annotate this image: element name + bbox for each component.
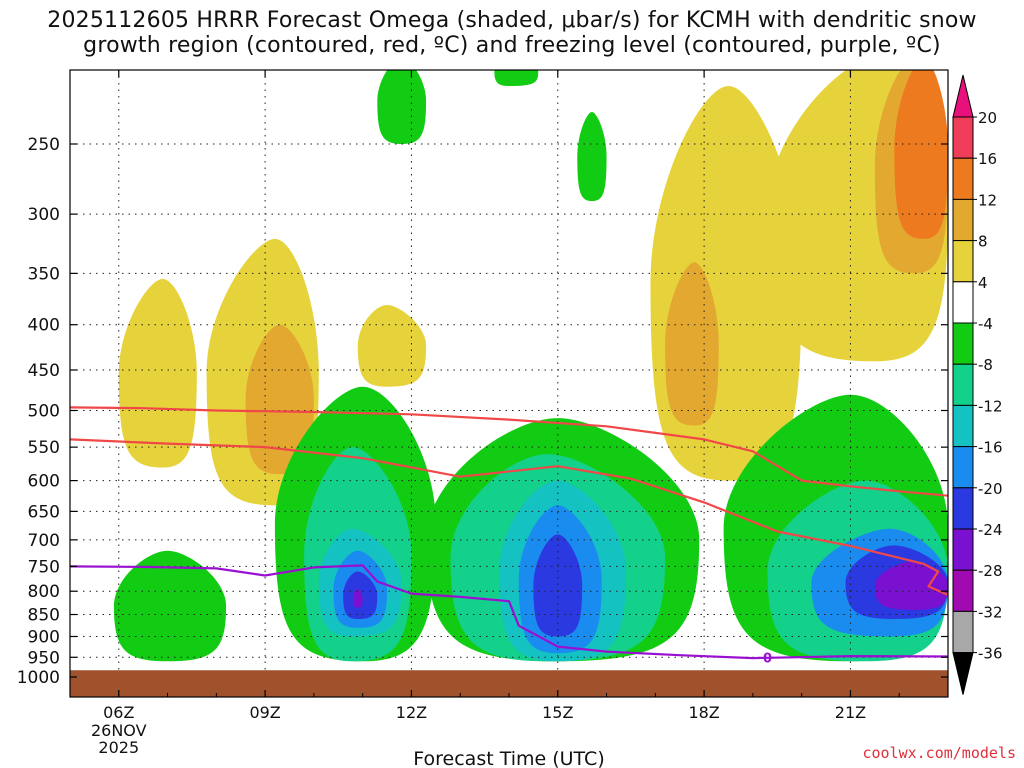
- colorbar-label-8: 8: [978, 233, 988, 251]
- colorbar-box-10: [952, 528, 974, 571]
- omega-region--4-1: [494, 70, 539, 87]
- omega-region-8-0: [245, 324, 314, 475]
- colorbar-box-5: [952, 322, 974, 365]
- y-tick-label-350: 350: [28, 264, 60, 284]
- omega-region--24-1: [352, 588, 363, 608]
- omega-region--4-2: [577, 111, 607, 202]
- y-tick-label-450: 450: [28, 361, 60, 381]
- dgz-bottom-contour: [70, 438, 948, 597]
- colorbar-box-1: [952, 157, 974, 200]
- colorbar-box-7: [952, 404, 974, 448]
- freezing-level-label: 0: [763, 652, 772, 667]
- omega-region-4-2: [357, 304, 427, 387]
- y-tick-label-800: 800: [28, 582, 60, 602]
- y-tick-label-550: 550: [28, 438, 60, 458]
- x-tick-label-12Z: 12Z: [396, 703, 427, 722]
- credit-link[interactable]: coolwx.com/models: [862, 744, 1016, 762]
- colorbar-box-9: [952, 487, 974, 530]
- omega-region-4-0: [118, 278, 197, 468]
- terrain-surface: [70, 670, 948, 697]
- colorbar-label--28: -28: [978, 562, 1003, 580]
- colorbar-box-4: [952, 281, 974, 324]
- colorbar-box-2: [952, 198, 974, 242]
- colorbar-label--24: -24: [978, 521, 1003, 539]
- colorbar-label--16: -16: [978, 439, 1003, 457]
- x-tick-label-09Z: 09Z: [249, 703, 280, 722]
- colorbar-box-0: [952, 116, 974, 159]
- y-tick-label-850: 850: [28, 606, 60, 626]
- colorbar-label--36: -36: [978, 645, 1003, 663]
- omega-region--24-0: [874, 561, 948, 610]
- y-tick-label-950: 950: [28, 648, 60, 668]
- freezing-level-contour: [70, 564, 948, 660]
- colorbar-label-20: 20: [978, 109, 997, 127]
- colorbar-box-11: [952, 569, 974, 612]
- x-axis-label: Forecast Time (UTC): [413, 748, 604, 768]
- x-tick-label-15Z: 15Z: [542, 703, 573, 722]
- colorbar-bottom-arrow: [952, 652, 974, 695]
- dgz-top-contour: [70, 406, 948, 497]
- omega-region--20-0: [533, 534, 583, 637]
- colorbar-label-4: 4: [978, 274, 988, 292]
- colorbar-label--12: -12: [978, 397, 1003, 415]
- y-axis: 2503003504004505005506006507007508008509…: [17, 135, 948, 688]
- y-tick-label-1000: 1000: [17, 668, 60, 688]
- y-tick-label-700: 700: [28, 531, 60, 551]
- colorbar-top-arrow: [952, 74, 974, 118]
- contour-lines: 0: [70, 406, 948, 667]
- colorbar-label--32: -32: [978, 603, 1003, 621]
- y-tick-label-650: 650: [28, 502, 60, 522]
- x-tick-label-21Z: 21Z: [835, 703, 866, 722]
- colorbar-box-8: [952, 446, 974, 489]
- x-tick-sublabel-0: 26NOV: [91, 721, 147, 740]
- chart-title-line-1: 2025112605 HRRR Forecast Omega (shaded, …: [47, 8, 977, 33]
- colorbar-label--8: -8: [978, 356, 993, 374]
- colorbar-label-12: 12: [978, 191, 997, 209]
- y-tick-label-400: 400: [28, 316, 60, 336]
- colorbar-box-3: [952, 240, 974, 283]
- colorbar: 20 16 12 8 4 -4 -8 -12 -16 -20 -24 -28 -32 -36: [952, 74, 1003, 695]
- x-tick-sublabel-1: 2025: [98, 738, 139, 757]
- chart-title-line-2: growth region (contoured, red, ºC) and f…: [83, 33, 941, 58]
- omega-region--4-3: [113, 550, 227, 662]
- x-tick-label-06Z: 06Z: [103, 703, 134, 722]
- terrain-fill: [70, 670, 948, 697]
- colorbar-label--4: -4: [978, 315, 993, 333]
- omega-region--4-0: [377, 70, 427, 144]
- colorbar-label-16: 16: [978, 150, 997, 168]
- colorbar-box-6: [952, 363, 974, 406]
- y-tick-label-300: 300: [28, 205, 60, 225]
- y-tick-label-900: 900: [28, 627, 60, 647]
- grid-lines: [70, 70, 948, 697]
- y-tick-label-750: 750: [28, 557, 60, 577]
- y-tick-label-250: 250: [28, 135, 60, 155]
- y-tick-label-600: 600: [28, 472, 60, 492]
- colorbar-label--20: -20: [978, 480, 1003, 498]
- y-tick-label-500: 500: [28, 402, 60, 422]
- omega-region-8-1: [665, 262, 719, 426]
- omega-region-12-0: [894, 70, 948, 239]
- colorbar-box-12: [952, 610, 974, 654]
- x-tick-label-18Z: 18Z: [688, 703, 719, 722]
